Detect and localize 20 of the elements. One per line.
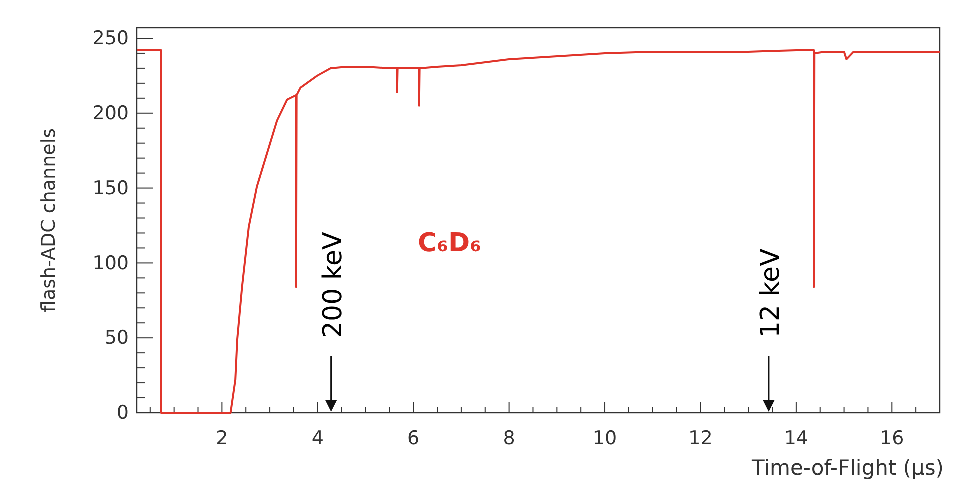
y-tick-label: 50 [104, 327, 129, 350]
x-tick-label: 4 [312, 427, 324, 450]
y-tick-label: 250 [92, 28, 129, 50]
annotation: 200 keV [318, 232, 348, 338]
line-series [136, 49, 941, 414]
x-tick-label: 12 [688, 427, 713, 450]
annotation: 12 keV [756, 248, 786, 338]
text: C₆D₆ [418, 228, 482, 258]
y-tick-label: 100 [92, 252, 129, 274]
x-tick-label: 14 [784, 427, 809, 450]
y-tick-label: 0 [116, 402, 129, 424]
x-tick-label: 10 [592, 427, 618, 450]
x-axis-title: Time-of-Flight (μs) [750, 456, 944, 480]
x-tick-label: 8 [503, 427, 516, 450]
x-tick-label: 16 [880, 427, 904, 450]
y-axis-title: flash-ADC channels [38, 128, 60, 313]
x-tick-label: 2 [216, 427, 228, 450]
y-tick-label: 150 [92, 177, 129, 200]
x-tick-label: 6 [408, 427, 420, 450]
y-tick-label: 200 [92, 102, 129, 124]
